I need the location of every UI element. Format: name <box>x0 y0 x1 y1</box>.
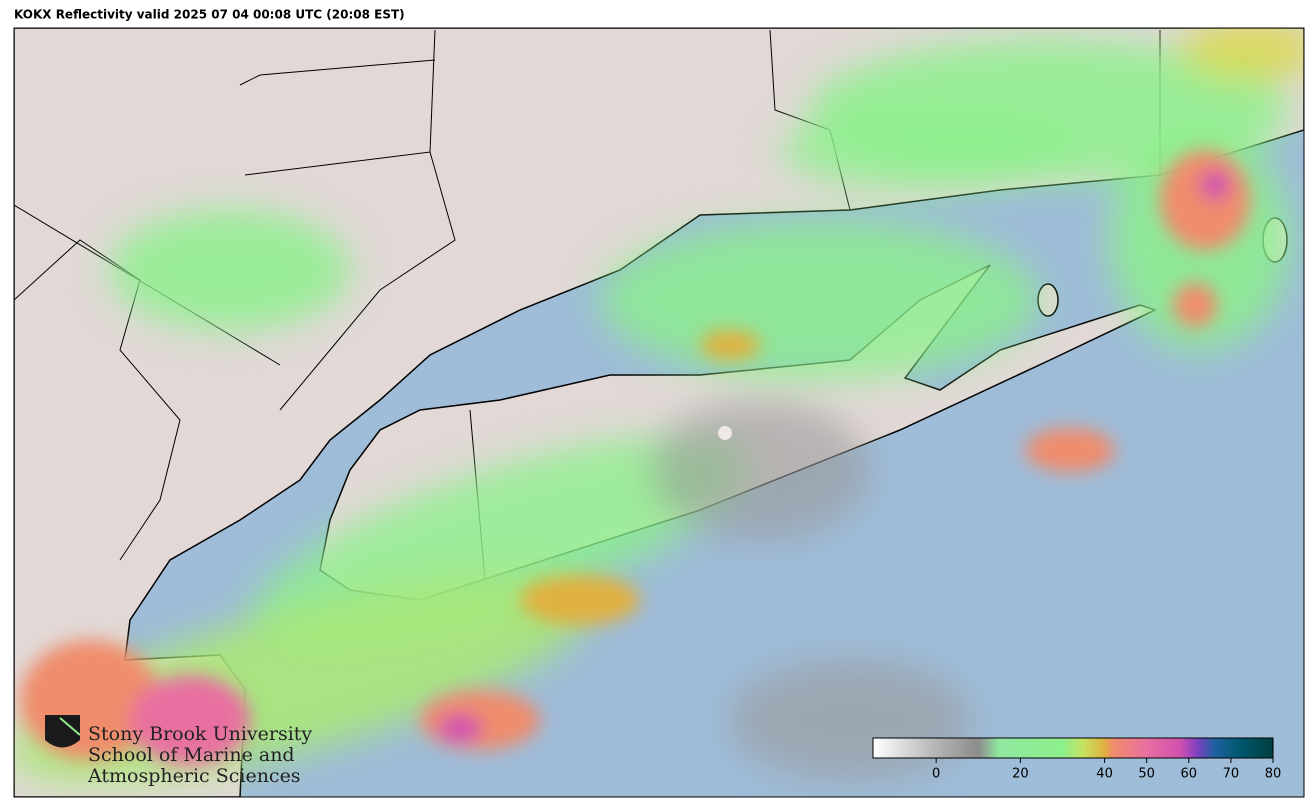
logo-line: Stony Brook University <box>88 723 312 745</box>
map-frame <box>13 27 1305 798</box>
colorbar-tick-label: 40 <box>1096 767 1113 782</box>
colorbar-tick-label: 50 <box>1138 767 1155 782</box>
title: KOKX Reflectivity valid 2025 07 04 00:08… <box>14 8 405 22</box>
island <box>1037 283 1059 317</box>
colorbar-tick-label: 70 <box>1223 767 1240 782</box>
radar-site <box>718 426 732 440</box>
logo-line: Atmospheric Sciences <box>87 765 301 787</box>
colorbar-tick-label: 60 <box>1181 767 1198 782</box>
colorbar-scale <box>872 737 1274 759</box>
logo-line: School of Marine and <box>88 744 295 766</box>
colorbar-tick-label: 80 <box>1265 767 1282 782</box>
colorbar-tick-label: 0 <box>932 767 940 782</box>
colorbar-tick-label: 20 <box>1012 767 1029 782</box>
map-layers <box>14 28 1304 797</box>
logo: Stony Brook University School of Marine … <box>45 715 312 787</box>
logo-shield <box>45 715 80 748</box>
logo-stripe <box>59 717 81 736</box>
colorbar: 0 20 40 50 60 70 80 <box>872 737 1282 782</box>
